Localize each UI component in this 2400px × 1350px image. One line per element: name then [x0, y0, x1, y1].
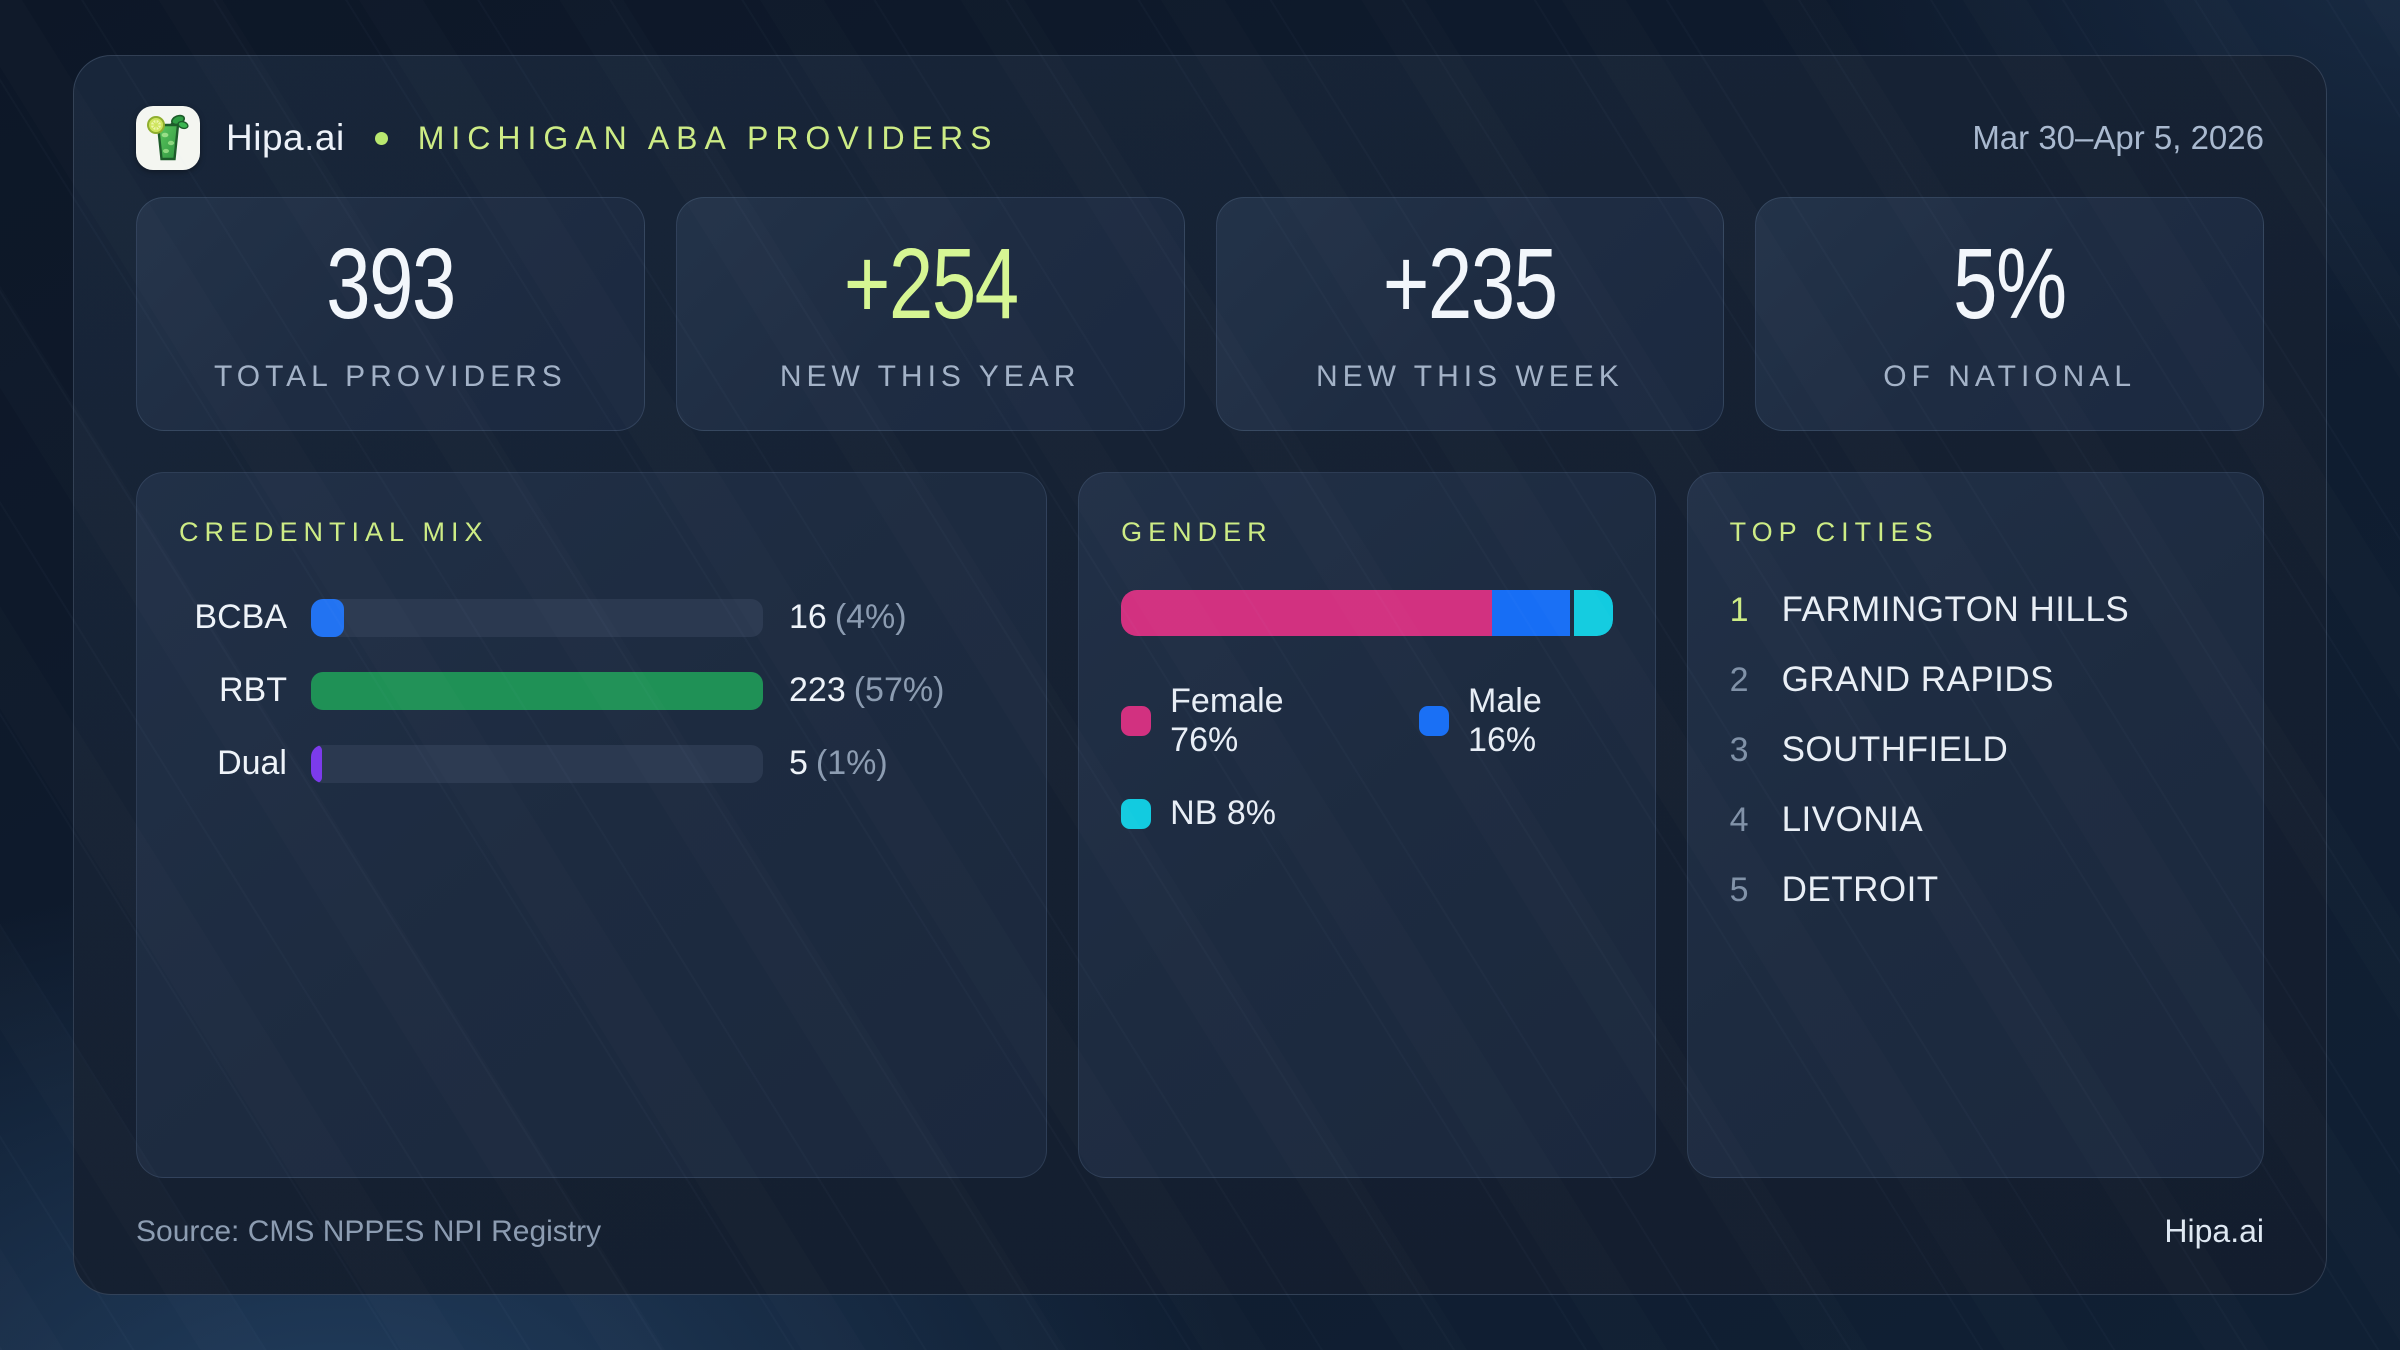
brand-name: Hipa.ai [226, 117, 345, 158]
gender-stacked-bar [1121, 590, 1613, 636]
bar-track [311, 744, 763, 783]
city-name: DETROIT [1781, 870, 1939, 909]
credential-mix-panel: CREDENTIAL MIX BCBA 16 (4%) RBT 223 (57%) [136, 472, 1048, 1178]
legend-item-male: Male 16% [1419, 682, 1613, 760]
bar-value: 5 (1%) [789, 744, 888, 782]
bar-track [311, 671, 763, 710]
city-row: 2 GRAND RAPIDS [1730, 660, 2221, 700]
legend-label: Female 76% [1170, 682, 1284, 759]
stat-label: OF NATIONAL [1883, 360, 2137, 393]
panel-title: TOP CITIES [1729, 517, 1939, 547]
credential-row-bcba: BCBA 16 (4%) [179, 598, 1004, 637]
legend-swatch [1419, 706, 1450, 736]
legend-label: Male 16% [1468, 682, 1542, 759]
bar-label: BCBA [194, 598, 287, 636]
mojito-icon [147, 114, 189, 161]
stat-value: +254 [843, 228, 1018, 340]
stat-card-new-this-year: +254 NEW THIS YEAR [675, 197, 1185, 431]
bar-value: 223 (57%) [789, 671, 945, 709]
stat-label: NEW THIS YEAR [779, 360, 1081, 393]
stat-card-total-providers: 393 TOTAL PROVIDERS [136, 197, 645, 431]
credential-bar-chart: BCBA 16 (4%) RBT 223 (57%) Dual [179, 598, 1004, 783]
city-row: 4 LIVONIA [1730, 800, 2221, 840]
header: Hipa.ai MICHIGAN ABA PROVIDERS Mar 30–Ap… [136, 105, 2264, 171]
city-name: LIVONIA [1781, 800, 1924, 839]
panels-row: CREDENTIAL MIX BCBA 16 (4%) RBT 223 (57%) [136, 472, 2264, 1178]
legend-label: NB 8% [1170, 794, 1276, 832]
gender-panel: GENDER Female 76% Male 16% [1078, 472, 1656, 1178]
city-rank: 1 [1729, 590, 1749, 629]
gender-segment-nb [1573, 590, 1613, 636]
city-rank: 5 [1729, 870, 1749, 909]
panel-title: GENDER [1121, 517, 1273, 547]
footer-brand: Hipa.ai [2164, 1213, 2264, 1249]
city-row: 5 DETROIT [1730, 870, 2221, 910]
city-name: FARMINGTON HILLS [1781, 590, 2130, 629]
legend-swatch [1121, 798, 1152, 829]
separator-dot-icon [374, 131, 388, 145]
bar-percent: (57%) [853, 671, 945, 709]
stat-label: NEW THIS WEEK [1315, 360, 1624, 393]
bar-fill [311, 671, 763, 710]
panel-title: CREDENTIAL MIX [179, 517, 489, 547]
gender-segment-female [1121, 590, 1492, 636]
city-row: 1 FARMINGTON HILLS [1730, 590, 2221, 630]
bar-value: 16 (4%) [789, 598, 907, 636]
legend-item-nb: NB 8% [1121, 794, 1276, 833]
stat-value: +235 [1382, 228, 1558, 340]
stat-value: 5% [1953, 228, 2067, 340]
top-cities-list: 1 FARMINGTON HILLS 2 GRAND RAPIDS 3 SOUT… [1730, 590, 2221, 910]
city-rank: 4 [1729, 800, 1749, 839]
bar-track [311, 598, 763, 637]
stat-value: 393 [326, 228, 456, 340]
footer: Source: CMS NPPES NPI Registry Hipa.ai [136, 1213, 2264, 1250]
gender-segment-male [1491, 590, 1570, 636]
bar-percent: (4%) [834, 598, 907, 636]
source-attribution: Source: CMS NPPES NPI Registry [136, 1214, 602, 1248]
city-rank: 2 [1729, 660, 1749, 699]
stat-card-of-national: 5% OF NATIONAL [1755, 197, 2264, 431]
bar-fill [311, 598, 344, 637]
legend-swatch [1121, 706, 1152, 736]
app-logo [136, 106, 200, 170]
bar-fill [311, 744, 322, 783]
legend-item-female: Female 76% [1121, 682, 1353, 760]
page-title: MICHIGAN ABA PROVIDERS [417, 119, 999, 156]
bar-percent: (1%) [815, 744, 888, 782]
bar-label: RBT [219, 671, 287, 709]
stat-cards-row: 393 TOTAL PROVIDERS +254 NEW THIS YEAR +… [136, 197, 2264, 431]
credential-row-dual: Dual 5 (1%) [179, 744, 1004, 783]
city-row: 3 SOUTHFIELD [1730, 730, 2221, 770]
stat-card-new-this-week: +235 NEW THIS WEEK [1215, 197, 1725, 431]
gender-legend: Female 76% Male 16% NB 8% [1121, 682, 1612, 833]
date-range: Mar 30–Apr 5, 2026 [1972, 119, 2264, 156]
top-cities-panel: TOP CITIES 1 FARMINGTON HILLS 2 GRAND RA… [1686, 472, 2264, 1178]
stat-label: TOTAL PROVIDERS [213, 360, 567, 393]
bar-label: Dual [217, 744, 287, 782]
city-rank: 3 [1729, 730, 1749, 769]
dashboard-card: Hipa.ai MICHIGAN ABA PROVIDERS Mar 30–Ap… [73, 55, 2327, 1295]
credential-row-rbt: RBT 223 (57%) [179, 671, 1004, 710]
city-name: SOUTHFIELD [1781, 730, 2009, 769]
city-name: GRAND RAPIDS [1781, 660, 2055, 699]
